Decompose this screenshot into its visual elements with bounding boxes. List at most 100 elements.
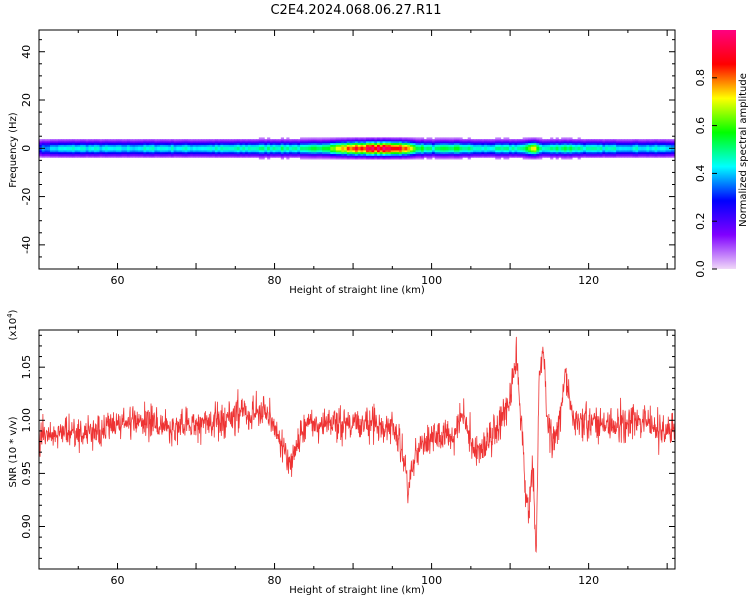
spectrogram-cell: [374, 142, 378, 145]
spectrogram-cell: [302, 155, 306, 158]
spectrogram-cell: [129, 139, 133, 142]
spectrogram-cell: [311, 137, 315, 140]
spectrogram-cell: [214, 139, 219, 142]
spectrogram-cell: [453, 157, 458, 160]
spectrogram-cell: [338, 146, 342, 149]
spectrogram-cell: [393, 148, 397, 151]
spectrogram-cell: [627, 144, 631, 147]
spectrogram-cell: [610, 142, 614, 145]
spectrogram-cell: [159, 141, 164, 144]
spectrogram-cell: [228, 139, 232, 142]
spectrogram-cell: [486, 141, 491, 144]
spectrogram-cell: [82, 141, 87, 144]
spectrogram-cell: [464, 148, 469, 151]
spectrogram-cell: [195, 153, 199, 156]
spectrogram-cell: [368, 157, 372, 160]
spectrogram-cell: [588, 144, 592, 147]
spectrogram-cell: [349, 137, 353, 140]
spectrogram-cell: [80, 148, 84, 151]
spectrogram-cell: [184, 144, 188, 147]
spectrogram-cell: [135, 144, 139, 147]
spectrogram-cell: [552, 146, 557, 149]
spectrogram-cell: [360, 144, 364, 147]
spectrogram-cell: [379, 151, 383, 155]
spectrogram-cell: [382, 137, 386, 140]
spectrogram-cell: [300, 148, 304, 151]
spectrogram-cell: [187, 148, 191, 151]
spectrogram-cell: [93, 141, 98, 144]
spectrogram-cell: [539, 141, 543, 144]
spectrogram-cell: [541, 151, 546, 155]
spectrogram-cell: [665, 139, 669, 142]
spectrogram-cell: [300, 142, 304, 145]
spectrogram-cell: [181, 141, 186, 144]
spectrogram-cell: [209, 144, 213, 147]
spectrogram-cell: [377, 139, 381, 142]
spectrogram-cell: [522, 146, 526, 149]
spectrogram-cell: [371, 146, 375, 149]
spectrogram-cell: [627, 151, 631, 155]
spectrogram-cell: [280, 137, 284, 140]
spectrogram-cell: [371, 137, 375, 140]
spectrogram-cell: [646, 148, 650, 151]
spectrogram-cell: [627, 153, 631, 156]
spectrogram-cell: [228, 146, 232, 149]
spectrogram-cell: [453, 139, 458, 142]
spectrogram-cell: [618, 148, 623, 151]
spectrogram-cell: [484, 141, 488, 144]
spectrogram-cell: [39, 148, 43, 151]
x-tick-label: 60: [111, 274, 125, 287]
spectrogram-cell: [66, 142, 70, 145]
spectrogram-cell: [497, 139, 502, 142]
spectrogram-cell: [574, 153, 579, 156]
spectrogram-cell: [426, 150, 430, 153]
spectrogram-cell: [256, 151, 260, 155]
spectrogram-cell: [355, 141, 359, 144]
spectrogram-cell: [431, 142, 436, 145]
spectrogram-cell: [349, 142, 353, 145]
spectrogram-cell: [44, 148, 48, 151]
spectrogram-cell: [217, 142, 221, 145]
spectrogram-cell: [170, 155, 175, 158]
spectrogram-cell: [192, 153, 197, 156]
spectrogram-cell: [113, 153, 117, 156]
spectrogram-cell: [368, 144, 372, 147]
spectrogram-cell: [102, 155, 106, 158]
spectrogram-cell: [596, 148, 601, 151]
spectrogram-cell: [629, 141, 633, 144]
spectrogram-cell: [629, 146, 633, 149]
spectrogram-cell: [404, 150, 408, 153]
spectrogram-cell: [256, 144, 260, 147]
spectrogram-cell: [234, 151, 238, 155]
spectrogram-cell: [190, 153, 194, 156]
spectrogram-cell: [390, 150, 394, 153]
spectrogram-cell: [77, 155, 81, 158]
spectrogram-cell: [360, 137, 364, 140]
spectrogram-cell: [627, 139, 631, 142]
spectrogram-cell: [464, 155, 469, 158]
spectrogram-cell: [179, 139, 183, 142]
spectrogram-cell: [294, 144, 298, 147]
spectrogram-cell: [671, 139, 675, 142]
spectrogram-cell: [522, 137, 526, 140]
spectrogram-cell: [93, 155, 98, 158]
spectrogram-cell: [162, 146, 166, 149]
spectrogram-cell: [363, 151, 367, 155]
spectrogram-cell: [357, 141, 361, 144]
spectrogram-cell: [423, 141, 427, 144]
spectrogram-cell: [569, 144, 573, 147]
spectrogram-cell: [324, 146, 328, 149]
spectrogram-cell: [418, 157, 422, 160]
spectrogram-cell: [552, 153, 557, 156]
spectrogram-cell: [407, 153, 411, 156]
spectrogram-cell: [58, 142, 62, 145]
spectrogram-cell: [467, 144, 471, 147]
spectrogram-cell: [605, 146, 609, 149]
spectrogram-cell: [280, 141, 284, 144]
spectrogram-cell: [311, 153, 315, 156]
spectrogram-cell: [300, 150, 304, 153]
y-tick-label: 1.00: [20, 408, 33, 433]
spectrogram-cell: [379, 139, 383, 142]
spectrogram-cell: [470, 148, 474, 151]
spectrogram-cell: [456, 157, 460, 160]
